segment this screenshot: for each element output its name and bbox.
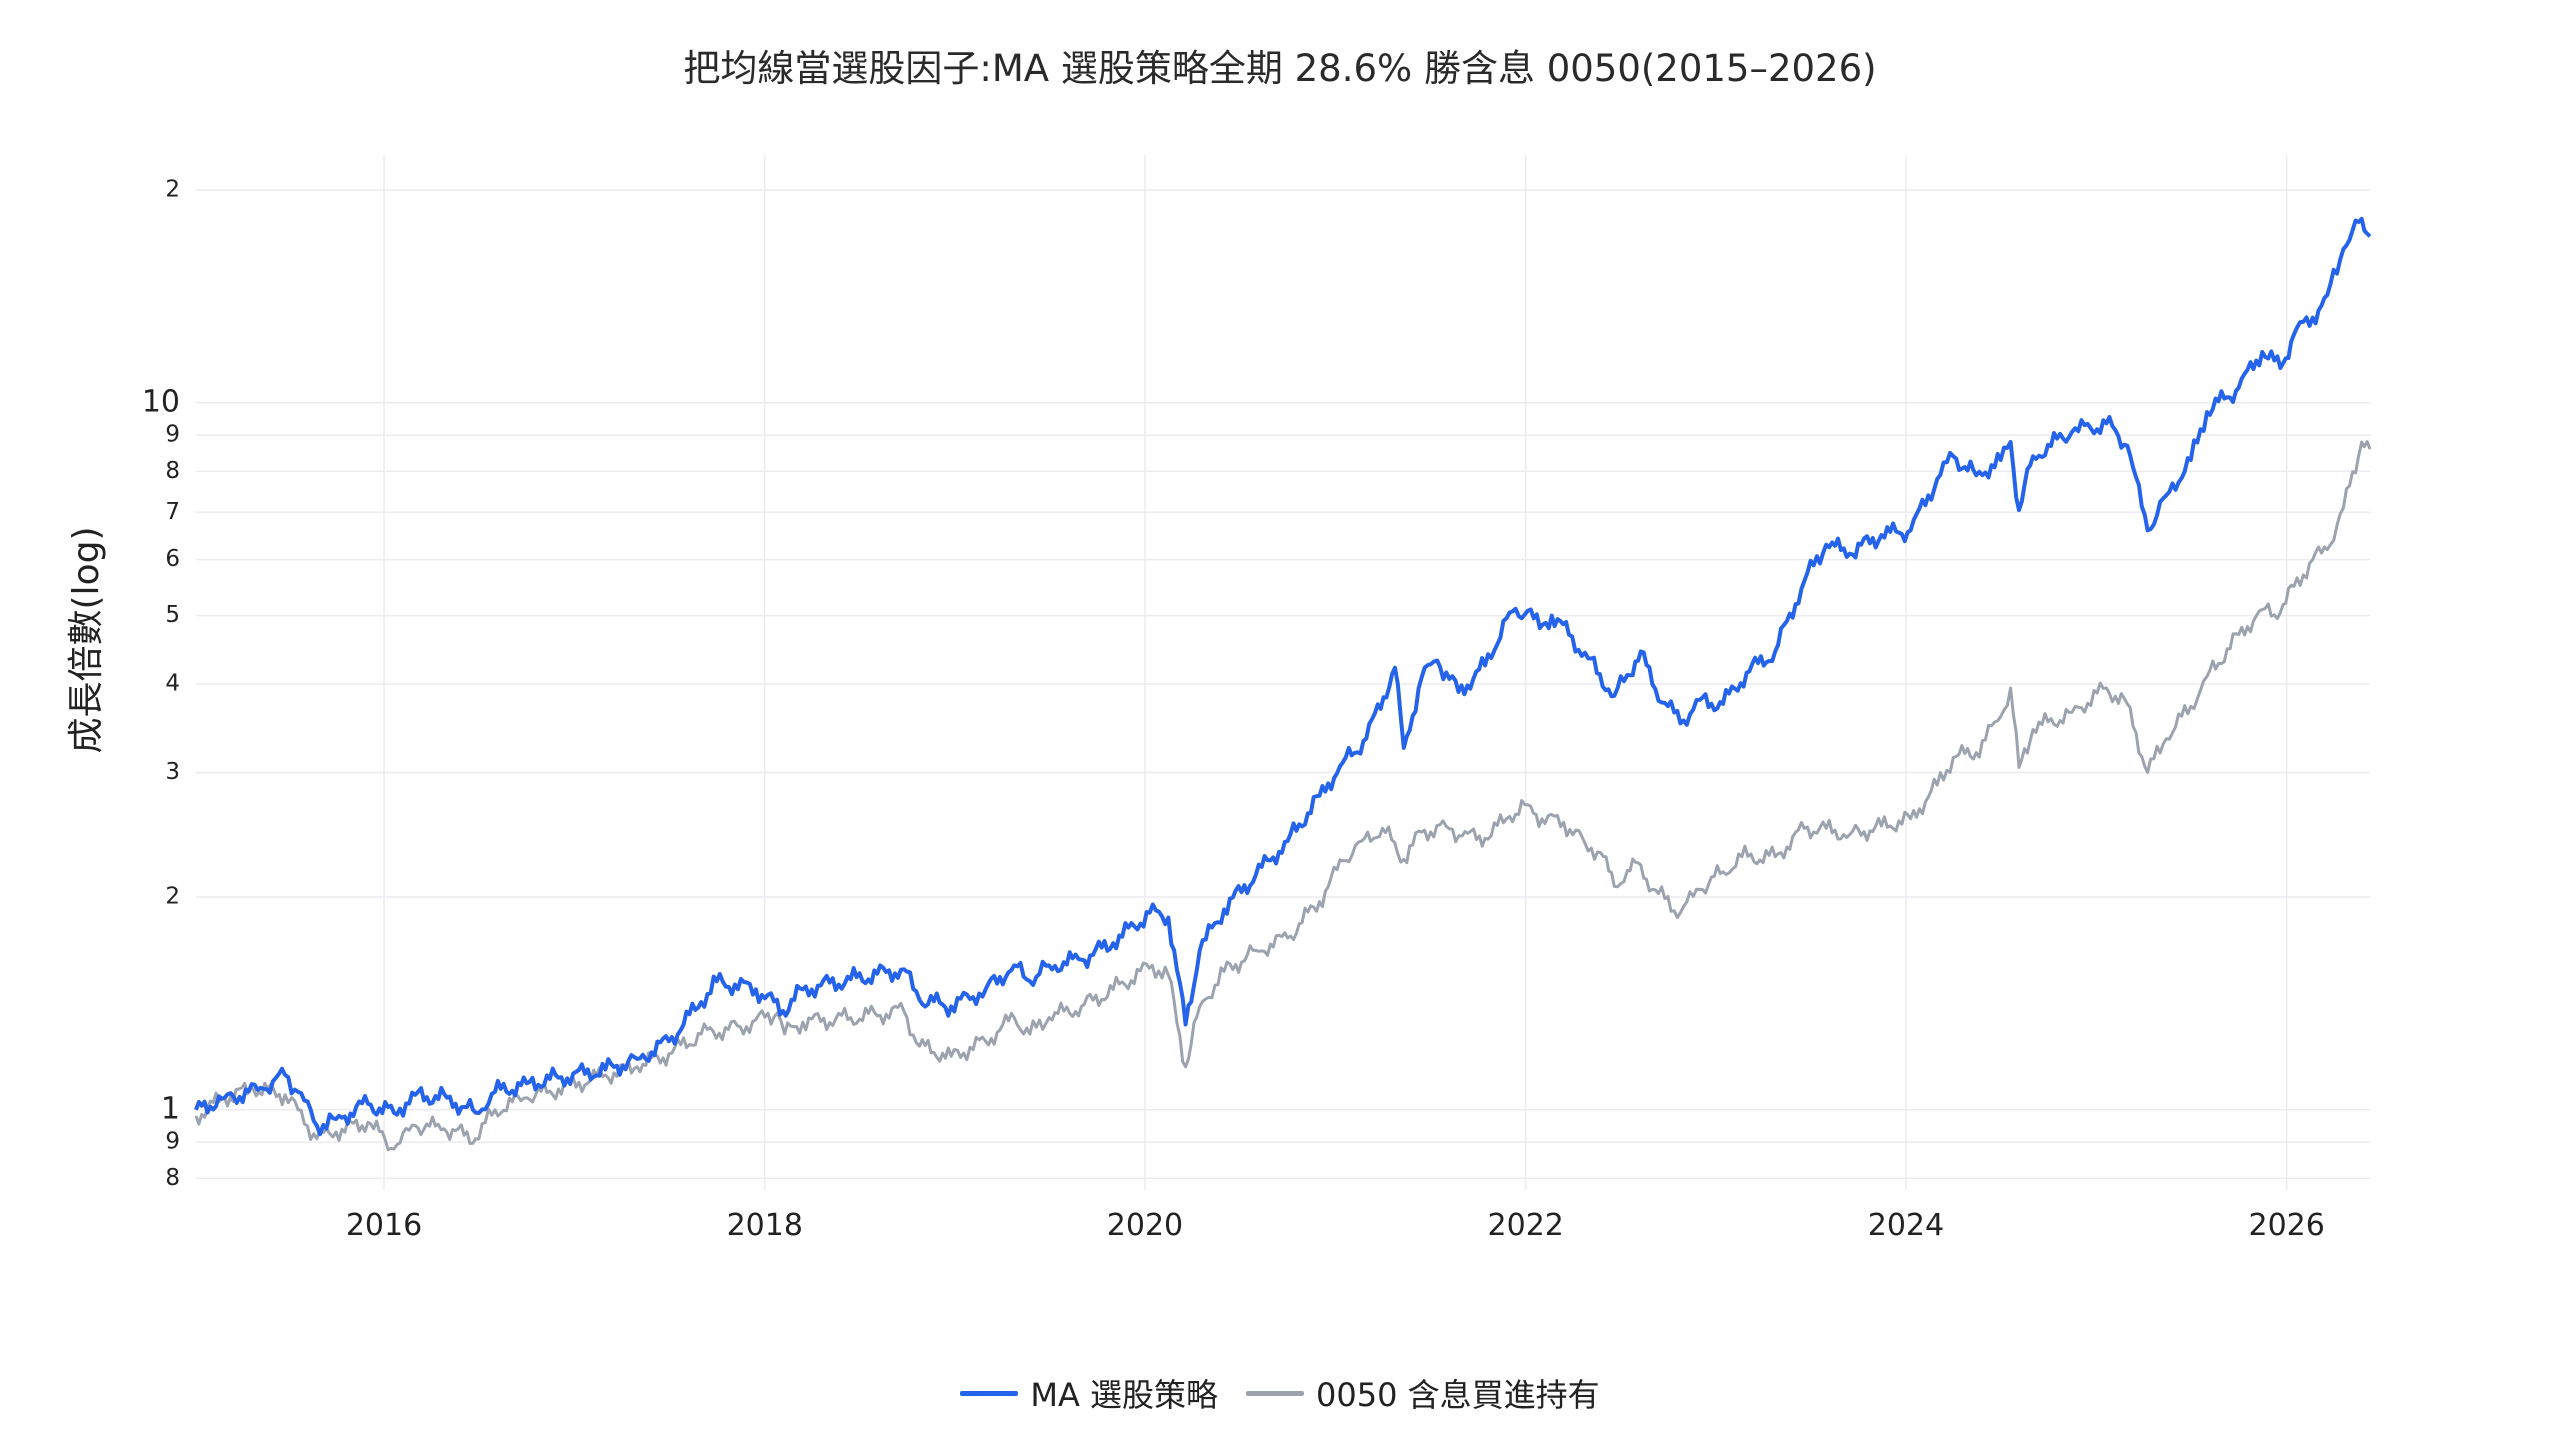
gridlines bbox=[196, 155, 2370, 1190]
legend-swatch-strategy bbox=[960, 1390, 1019, 1396]
legend-item-strategy[interactable]: MA 選股策略 bbox=[960, 1370, 1218, 1416]
y-tick-label: 9 bbox=[165, 1129, 180, 1155]
y-tick-label: 2 bbox=[165, 883, 180, 909]
x-tick-label: 2026 bbox=[2248, 1208, 2324, 1243]
series-lines bbox=[194, 216, 2372, 1152]
x-tick-label: 2018 bbox=[727, 1208, 803, 1243]
x-tick-labels: 2016 2018 2020 2022 2024 2026 bbox=[346, 1208, 2325, 1243]
legend-item-benchmark[interactable]: 0050 含息買進持有 bbox=[1246, 1370, 1600, 1416]
y-axis-label: 成長倍數(log) bbox=[66, 527, 107, 754]
y-tick-label: 5 bbox=[165, 602, 180, 628]
x-tick-label: 2016 bbox=[346, 1208, 422, 1243]
y-tick-label: 6 bbox=[165, 546, 180, 572]
x-tick-label: 2020 bbox=[1107, 1208, 1183, 1243]
x-tick-label: 2022 bbox=[1488, 1208, 1564, 1243]
y-tick-label: 2 bbox=[165, 176, 180, 202]
legend-swatch-benchmark bbox=[1246, 1390, 1305, 1396]
series-line-strategy bbox=[194, 216, 2372, 1137]
y-tick-label: 10 bbox=[142, 384, 180, 419]
x-tick-label: 2024 bbox=[1868, 1208, 1944, 1243]
y-tick-label: 7 bbox=[165, 499, 180, 525]
legend-label-benchmark: 0050 含息買進持有 bbox=[1316, 1376, 1600, 1414]
y-tick-label: 1 bbox=[161, 1091, 180, 1126]
legend-label-strategy: MA 選股策略 bbox=[1030, 1376, 1219, 1414]
y-tick-label: 8 bbox=[165, 1165, 180, 1191]
y-tick-labels: 8 9 1 2 3 4 5 6 7 8 9 10 2 bbox=[142, 176, 180, 1190]
y-tick-label: 9 bbox=[165, 422, 180, 448]
y-tick-label: 8 bbox=[165, 458, 180, 484]
legend: MA 選股策略 0050 含息買進持有 bbox=[0, 1370, 2560, 1416]
series-line-benchmark bbox=[194, 440, 2372, 1152]
y-tick-label: 4 bbox=[165, 671, 180, 697]
chart-title: 把均線當選股因子:MA 選股策略全期 28.6% 勝含息 0050(2015–2… bbox=[683, 47, 1877, 90]
y-tick-label: 3 bbox=[165, 759, 180, 785]
